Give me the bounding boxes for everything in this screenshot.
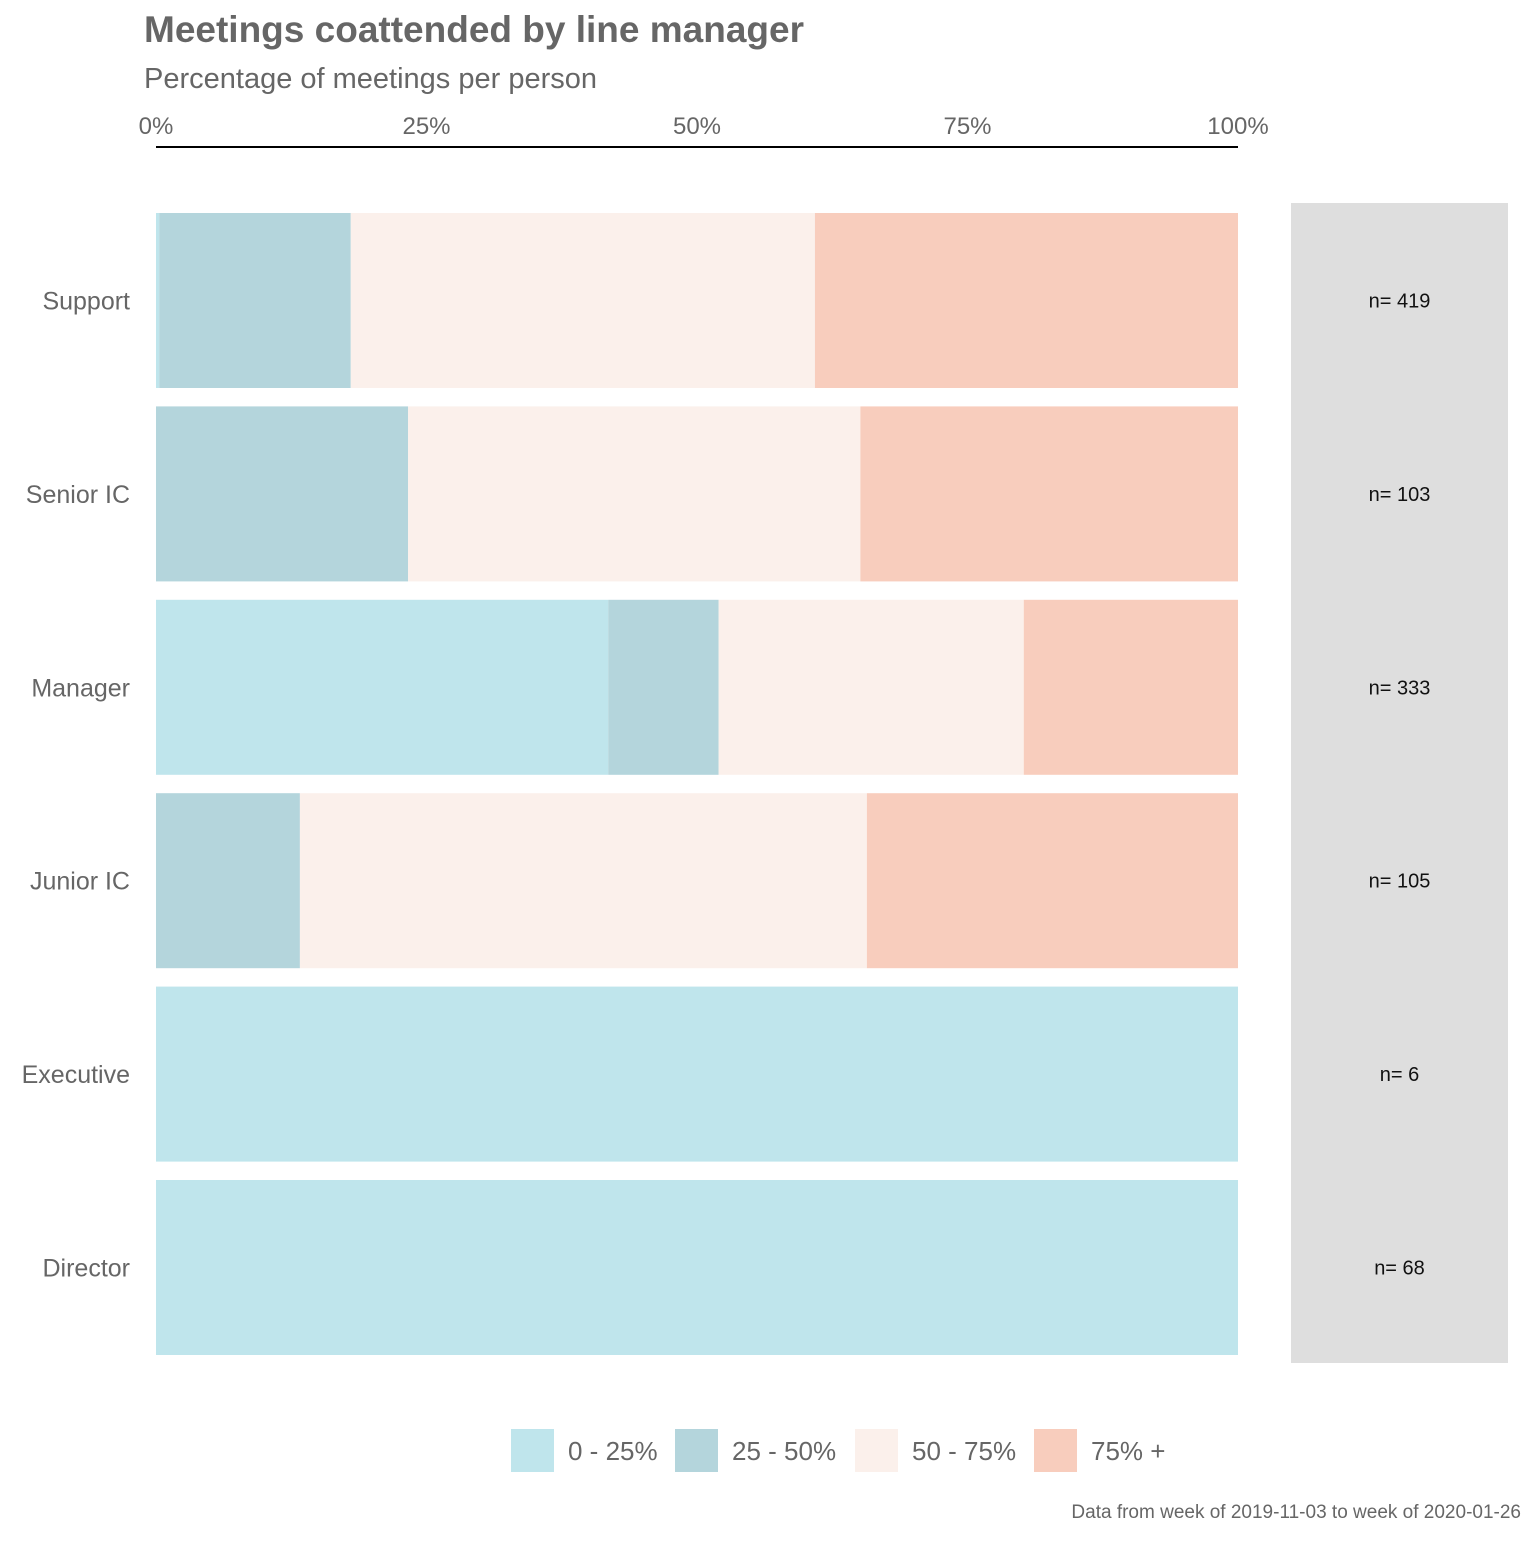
legend-label: 50 - 75% bbox=[912, 1436, 1016, 1466]
x-tick-label: 100% bbox=[1207, 113, 1268, 140]
bar-segment bbox=[408, 406, 861, 582]
bar-segment bbox=[866, 793, 1238, 969]
category-label: Director bbox=[42, 1255, 130, 1283]
bar-segment bbox=[156, 1180, 1238, 1355]
n-count-label: n= 6 bbox=[1380, 1064, 1419, 1086]
bar-segment bbox=[156, 213, 160, 388]
category-label: Executive bbox=[22, 1061, 130, 1089]
x-tick-label: 0% bbox=[139, 113, 174, 140]
x-tick-label: 75% bbox=[943, 113, 991, 140]
n-count-label: n= 333 bbox=[1369, 677, 1431, 699]
legend-label: 25 - 50% bbox=[732, 1436, 836, 1466]
bar-segment bbox=[718, 599, 1024, 775]
x-tick-label: 50% bbox=[673, 113, 721, 140]
chart-caption: Data from week of 2019-11-03 to week of … bbox=[1071, 1502, 1521, 1523]
bar-segment bbox=[860, 406, 1238, 582]
bar-segment bbox=[156, 793, 300, 969]
bar-segment bbox=[814, 213, 1238, 388]
category-label: Junior IC bbox=[30, 868, 130, 896]
chart-subtitle: Percentage of meetings per person bbox=[144, 63, 597, 95]
x-tick-label: 25% bbox=[402, 113, 450, 140]
n-count-label: n= 105 bbox=[1369, 871, 1431, 893]
n-panel bbox=[1291, 203, 1508, 1363]
bar-segment bbox=[299, 793, 867, 969]
bar-segment bbox=[159, 213, 351, 388]
bar-segment bbox=[1023, 599, 1238, 775]
category-label: Support bbox=[42, 288, 130, 316]
bar-segment bbox=[350, 213, 815, 388]
legend-swatch bbox=[511, 1429, 554, 1472]
bar-segment bbox=[156, 986, 1238, 1162]
n-count-label: n= 419 bbox=[1369, 291, 1431, 313]
bar-segment bbox=[156, 406, 409, 582]
legend-swatch bbox=[675, 1429, 718, 1472]
bar-segment bbox=[608, 599, 719, 775]
n-count-label: n= 103 bbox=[1369, 484, 1431, 506]
legend-swatch bbox=[855, 1429, 898, 1472]
chart-title: Meetings coattended by line manager bbox=[144, 9, 804, 50]
category-label: Manager bbox=[31, 674, 130, 702]
legend-label: 75% + bbox=[1091, 1436, 1165, 1466]
legend-swatch bbox=[1034, 1429, 1077, 1472]
bar-segment bbox=[156, 599, 609, 775]
category-label: Senior IC bbox=[26, 481, 130, 509]
legend-label: 0 - 25% bbox=[568, 1436, 658, 1466]
n-count-label: n= 68 bbox=[1374, 1258, 1425, 1280]
